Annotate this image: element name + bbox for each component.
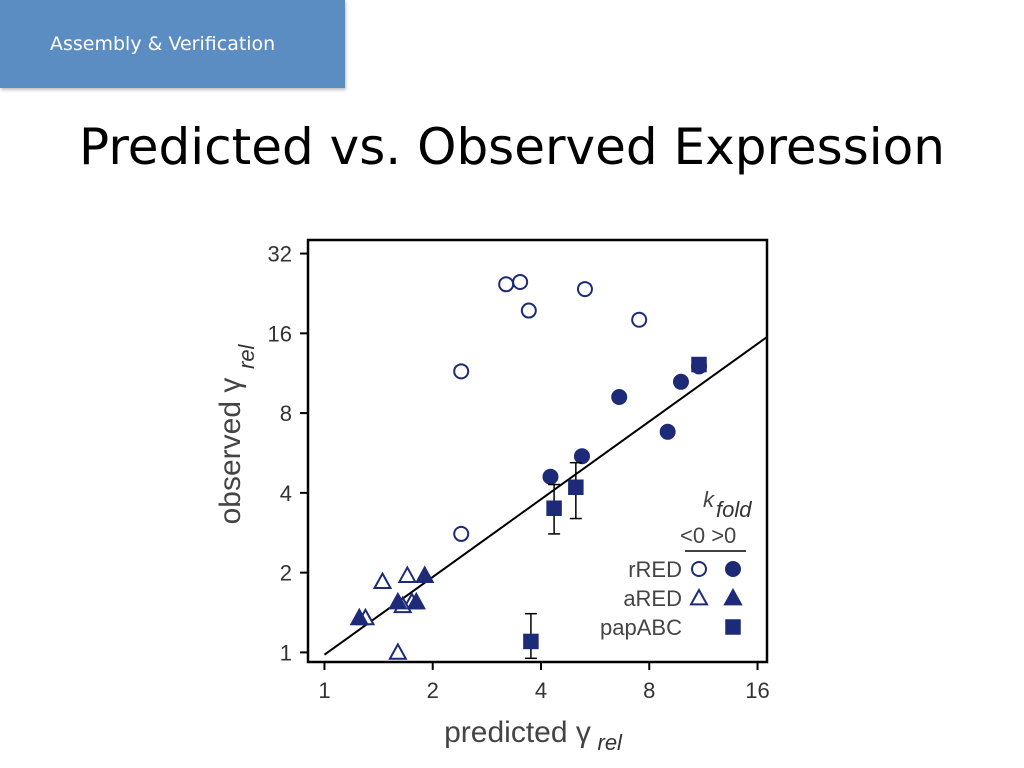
legend-entry-label: aRED [623,586,682,611]
legend-title: k [703,487,715,512]
legend-marker-filled [723,587,743,606]
y-tick-label: 32 [268,242,292,267]
legend-marker-filled [725,561,741,577]
y-tick-label: 2 [280,561,292,586]
data-point-filled-circle [542,468,559,485]
y-tick-label: 1 [280,640,292,665]
y-tick-label: 8 [280,401,292,426]
legend-title-subscript: fold [716,497,752,522]
x-axis-label-subscript: rel [598,730,624,755]
data-point-open-circle [512,273,529,290]
plot-area: 1 2 4 8 16 1 2 4 8 16 32 predicted γ rel observed γ re… [214,238,770,755]
data-point-open-circle [453,363,470,380]
plot-frame [306,238,769,664]
y-axis-label-subscript: rel [234,343,259,369]
legend-marker-open [691,561,707,577]
x-tick-label: 1 [318,678,330,703]
data-point-open-triangle [372,571,393,590]
data-point-filled-circle [573,448,590,465]
data-point-open-circle [576,281,593,298]
x-tick-label: 16 [745,678,769,703]
data-point-open-circle [498,276,515,293]
data-point-filled-circle [659,423,676,440]
legend-entry-label: papABC [600,615,682,640]
legend: k fold<0 >0 rRED aRED papABC [600,487,752,640]
data-point-filled-square [546,500,562,516]
legend-columns: <0 >0 [680,523,736,548]
section-tag-label: Assembly & Verification [50,33,276,55]
data-point-filled-triangle [415,565,435,583]
data-point-filled-square [568,479,584,495]
legend-entry-label: rRED [628,557,682,582]
x-axis-label: predicted γ [444,716,591,749]
data-point-open-circle [631,311,648,328]
legend-marker-filled [725,619,741,635]
data-point-open-triangle [388,642,408,660]
section-tag: Assembly & Verification [0,0,345,88]
data-point-open-circle [520,302,537,319]
data-point-filled-triangle [349,607,370,626]
x-tick-label: 4 [535,678,547,703]
data-point-open-triangle [397,565,418,583]
x-tick-label: 8 [643,678,655,703]
scatter-chart: 1 2 4 8 16 1 2 4 8 16 32 predicted γ rel observed γ re… [214,238,770,755]
legend-marker-open [689,587,709,606]
y-tick-label: 4 [280,481,292,506]
x-tick-label: 2 [427,678,439,703]
y-tick-label: 16 [268,321,292,346]
data-point-filled-triangle [406,591,426,610]
data-point-filled-square [523,633,539,650]
data-point-filled-triangle [388,591,408,610]
y-axis-label: observed γ [214,378,247,525]
data-point-filled-circle [611,389,628,406]
data-point-open-circle [453,525,470,542]
data-point-filled-square [691,356,707,373]
slide-title: Predicted vs. Observed Expression [79,118,945,176]
data-point-filled-circle [672,373,689,390]
